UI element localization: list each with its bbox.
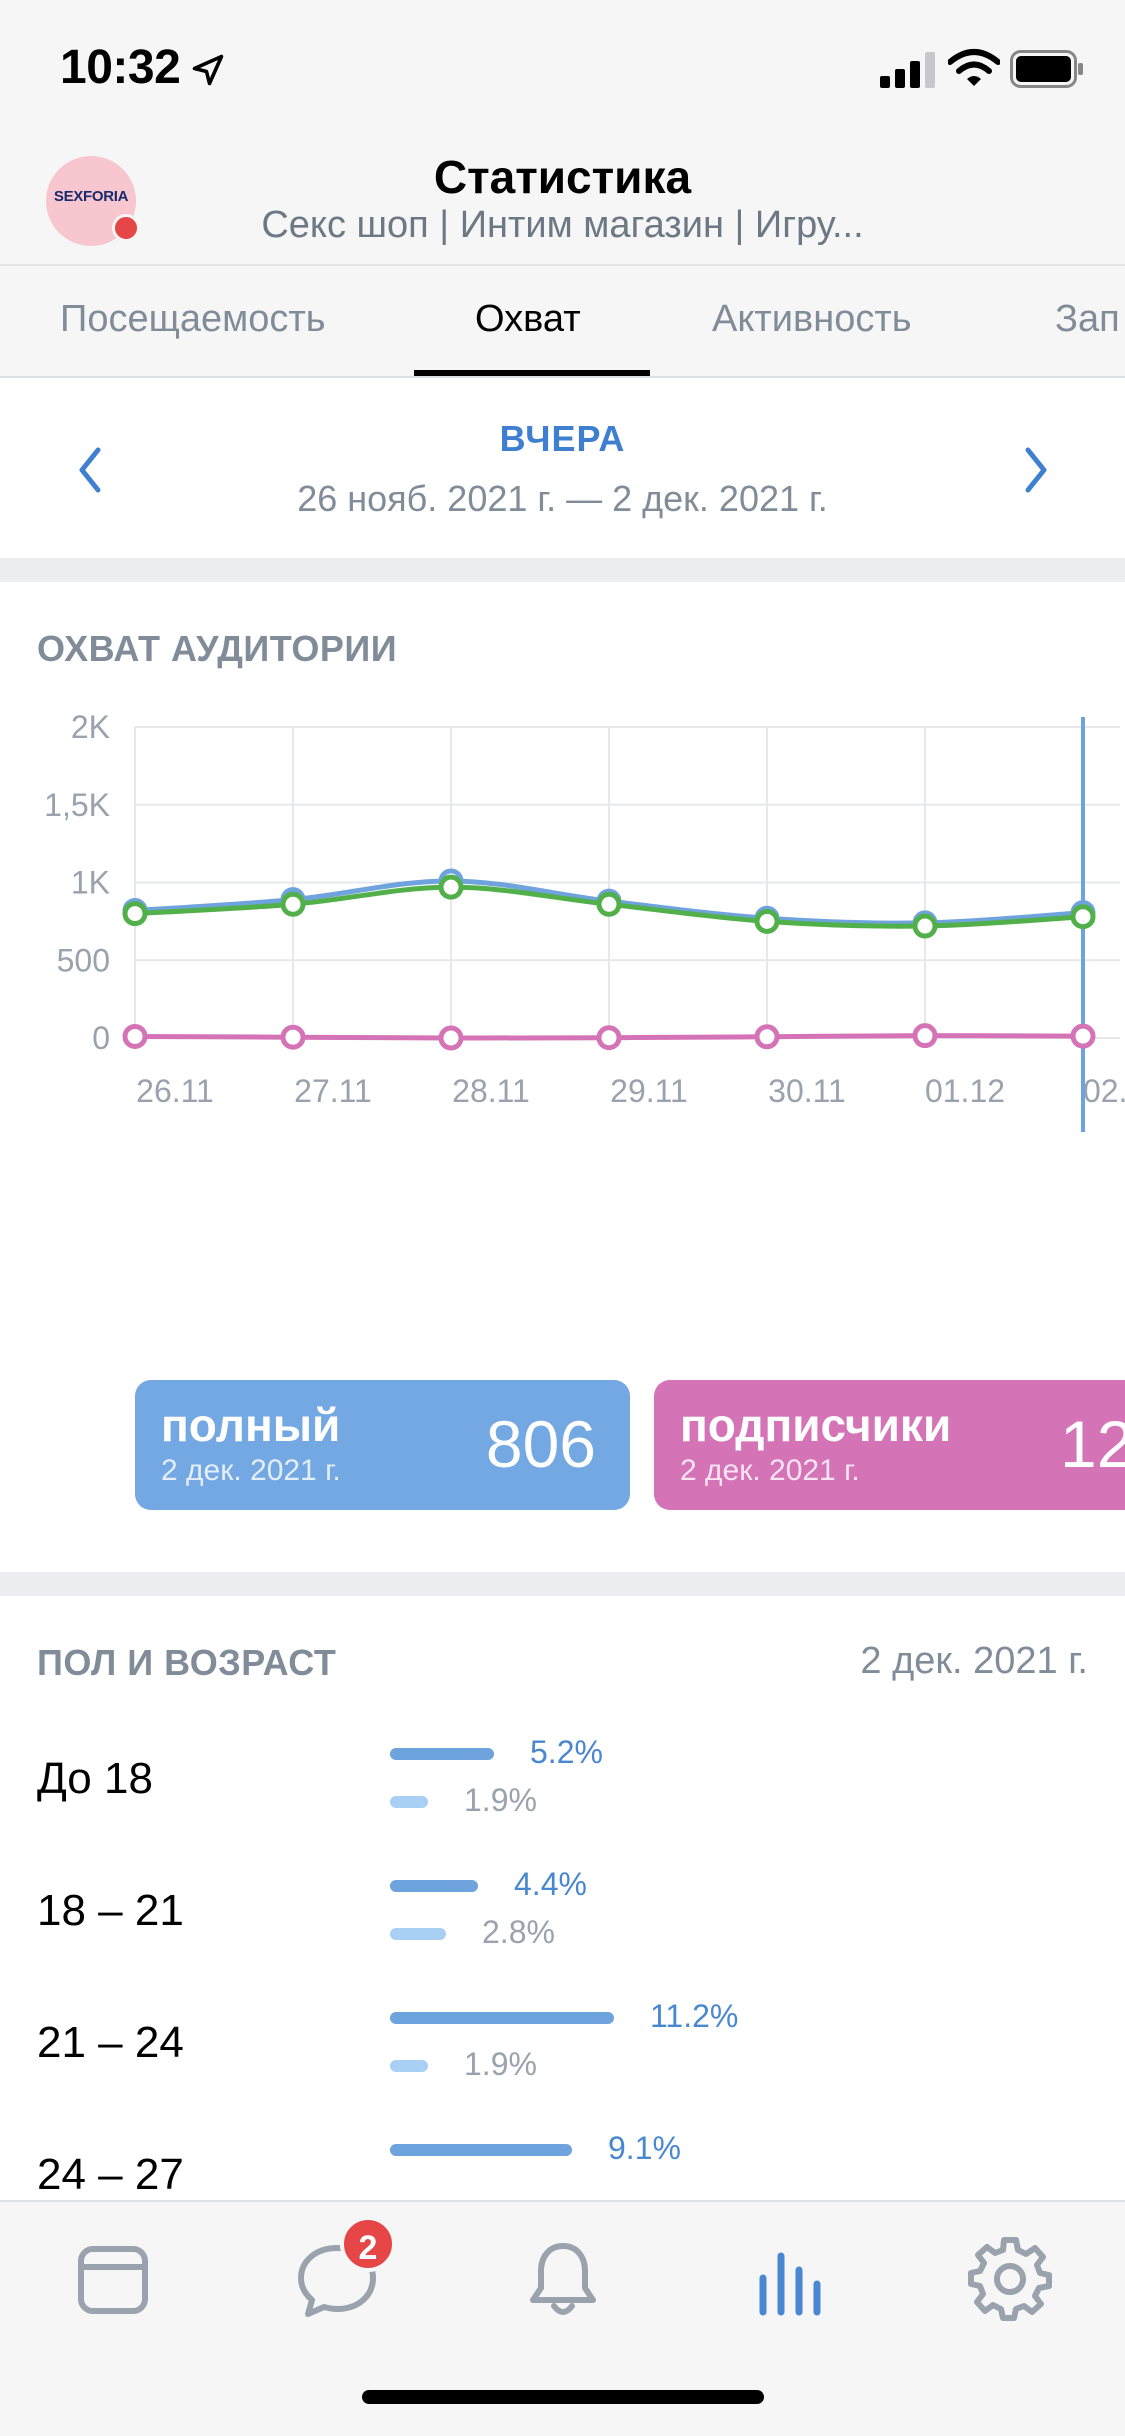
age-row: 24 – 27 9.1% xyxy=(0,2114,1125,2196)
data-point xyxy=(912,1023,938,1049)
percent-bar-secondary xyxy=(390,2060,428,2072)
percent-value-secondary: 2.8% xyxy=(482,1914,555,1950)
location-arrow-icon xyxy=(192,54,224,86)
percent-bar-primary xyxy=(390,1748,494,1760)
age-row: До 18 5.2% 1.9% xyxy=(0,1718,1125,1850)
percent-bar-secondary xyxy=(390,1796,428,1808)
wifi-icon xyxy=(948,49,1000,86)
tab-traffic[interactable]: Посещаемость xyxy=(60,298,326,340)
y-tick-label: 1,5K xyxy=(44,787,110,823)
card-date: 2 дек. 2021 г. xyxy=(161,1454,341,1487)
percent-value-secondary: 1.9% xyxy=(464,2046,537,2082)
age-row: 21 – 24 11.2% 1.9% xyxy=(0,1982,1125,2114)
period-label[interactable]: ВЧЕРА xyxy=(499,418,626,459)
data-point xyxy=(754,1024,780,1050)
gender-age-section: ПОЛ И ВОЗРАСТ 2 дек. 2021 г. До 18 5.2% 1.… xyxy=(0,1596,1125,2196)
battery-icon xyxy=(1010,50,1083,88)
status-bar: 10:32 xyxy=(0,0,1125,140)
x-tick-label: 26.11 xyxy=(136,1073,214,1109)
online-status-dot xyxy=(112,214,140,242)
data-point xyxy=(122,1023,148,1049)
age-row: 18 – 21 4.4% 2.8% xyxy=(0,1850,1125,1982)
card-value: 806 xyxy=(485,1407,596,1481)
section-date: 2 дек. 2021 г. xyxy=(860,1640,1088,1682)
newsfeed-icon[interactable] xyxy=(68,2234,158,2324)
settings-icon[interactable] xyxy=(965,2234,1055,2324)
tab-reach[interactable]: Охват xyxy=(475,298,581,340)
percent-value-primary: 9.1% xyxy=(608,2130,681,2166)
percent-bar-secondary xyxy=(390,1928,446,1940)
age-group-label: До 18 xyxy=(37,1754,153,1803)
tab-posts[interactable]: Зап xyxy=(1055,298,1120,340)
active-tab-indicator xyxy=(414,370,650,376)
header: SEXFORIA Статистика Секс шоп | Интим маг… xyxy=(0,140,1125,266)
card-date: 2 дек. 2021 г. xyxy=(680,1454,860,1487)
percent-bar-primary xyxy=(390,2144,572,2156)
data-point xyxy=(438,1025,464,1051)
cellular-signal-icon xyxy=(880,52,935,88)
data-point xyxy=(280,891,306,917)
y-tick-label: 1K xyxy=(71,865,110,901)
y-tick-label: 0 xyxy=(92,1020,110,1056)
data-point xyxy=(280,1024,306,1050)
notifications-icon[interactable] xyxy=(518,2234,608,2324)
percent-bar-primary xyxy=(390,1880,478,1892)
reach-section: ОХВАТ АУДИТОРИИ 0 500 1K 1,5K 2K 26.11 27.11 28… xyxy=(0,582,1125,1572)
tab-activity[interactable]: Активность xyxy=(712,298,912,340)
data-point xyxy=(754,908,780,934)
date-range: 26 нояб. 2021 г. — 2 дек. 2021 г. xyxy=(297,478,828,519)
percent-value-primary: 11.2% xyxy=(650,1998,739,2034)
data-point xyxy=(438,874,464,900)
status-time: 10:32 xyxy=(60,41,181,94)
section-divider xyxy=(0,558,1125,582)
card-value: 12 xyxy=(1060,1407,1125,1481)
data-point xyxy=(122,901,148,927)
series-card-full[interactable]: полный 2 дек. 2021 г. 806 xyxy=(135,1380,630,1510)
avatar-logo-text: SEXFORIA xyxy=(53,188,129,205)
reach-chart[interactable]: 0 500 1K 1,5K 2K 26.11 27.11 28.11 29.11 30.11 01.… xyxy=(0,712,1125,1272)
age-group-label: 21 – 24 xyxy=(37,2018,184,2067)
series-card-subscribers[interactable]: подписчики 2 дек. 2021 г. 12 xyxy=(654,1380,1125,1510)
age-group-label: 24 – 27 xyxy=(37,2150,184,2196)
x-tick-label: 29.11 xyxy=(610,1073,688,1109)
card-name: подписчики xyxy=(680,1399,952,1451)
chevron-right-icon[interactable] xyxy=(1010,440,1060,500)
home-indicator xyxy=(362,2390,764,2404)
data-point xyxy=(1070,904,1096,930)
stats-tabs: Посещаемость Охват Активность Зап xyxy=(0,266,1125,378)
percent-value-primary: 4.4% xyxy=(514,1866,587,1902)
messages-icon[interactable] xyxy=(292,2234,382,2324)
data-point xyxy=(912,913,938,939)
x-tick-label: 27.11 xyxy=(294,1073,372,1109)
y-tick-label: 2K xyxy=(71,712,110,745)
section-divider xyxy=(0,1572,1125,1596)
data-point xyxy=(596,1025,622,1051)
x-tick-label: 28.11 xyxy=(452,1073,530,1109)
percent-value-primary: 5.2% xyxy=(530,1734,603,1770)
section-title: ОХВАТ АУДИТОРИИ xyxy=(37,628,398,669)
unread-badge: 2 xyxy=(340,2216,396,2272)
age-group-label: 18 – 21 xyxy=(37,1886,184,1935)
y-tick-label: 500 xyxy=(57,942,110,978)
percent-value-secondary: 1.9% xyxy=(464,1782,537,1818)
date-navigator: ВЧЕРА 26 нояб. 2021 г. — 2 дек. 2021 г. xyxy=(0,378,1125,558)
percent-bar-primary xyxy=(390,2012,614,2024)
data-point xyxy=(1070,1023,1096,1049)
card-name: полный xyxy=(161,1399,341,1451)
section-title: ПОЛ И ВОЗРАСТ xyxy=(37,1642,337,1683)
statistics-icon[interactable] xyxy=(745,2234,835,2324)
chevron-left-icon[interactable] xyxy=(66,440,116,500)
page-title: Статистика xyxy=(433,151,692,203)
x-tick-label: 01.12 xyxy=(925,1073,1005,1109)
x-tick-label: 30.11 xyxy=(768,1073,846,1109)
data-point xyxy=(596,891,622,917)
x-tick-label: 02.12 xyxy=(1083,1073,1125,1109)
community-name: Секс шоп | Интим магазин | Игру... xyxy=(261,204,864,246)
